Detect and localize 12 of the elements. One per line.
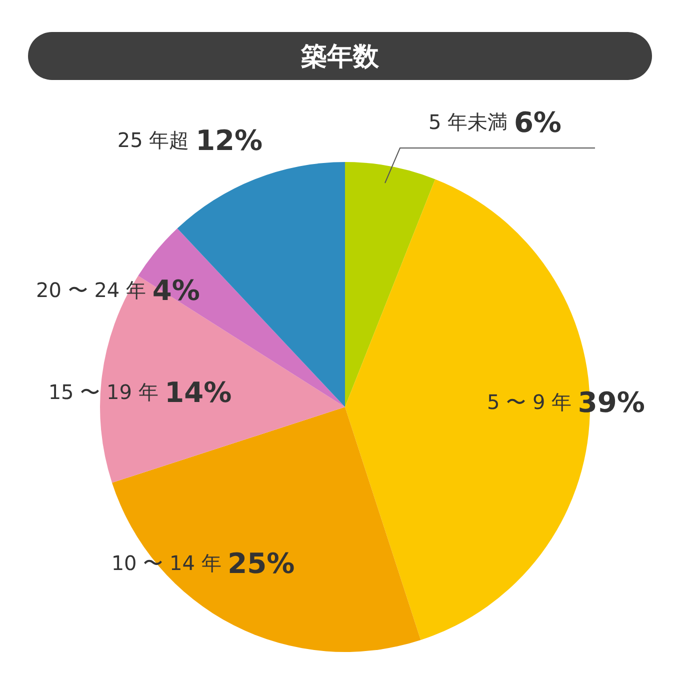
slice-label: 5 年未満 [428,110,514,134]
data-label: 25% [228,546,295,580]
slice-label: 5 〜 9 年 [487,390,578,414]
data-label: 6% [514,106,562,138]
data-label: 12% [196,124,263,156]
pie-slice [112,407,421,652]
pie-slice [345,162,436,407]
data-label: 14% [164,376,232,408]
slice-label: 15 〜 19 年 [48,380,165,404]
slice-label: 25 年超 [117,128,196,152]
data-label: 4% [152,274,200,306]
chart-title: 築年数 [28,32,652,80]
